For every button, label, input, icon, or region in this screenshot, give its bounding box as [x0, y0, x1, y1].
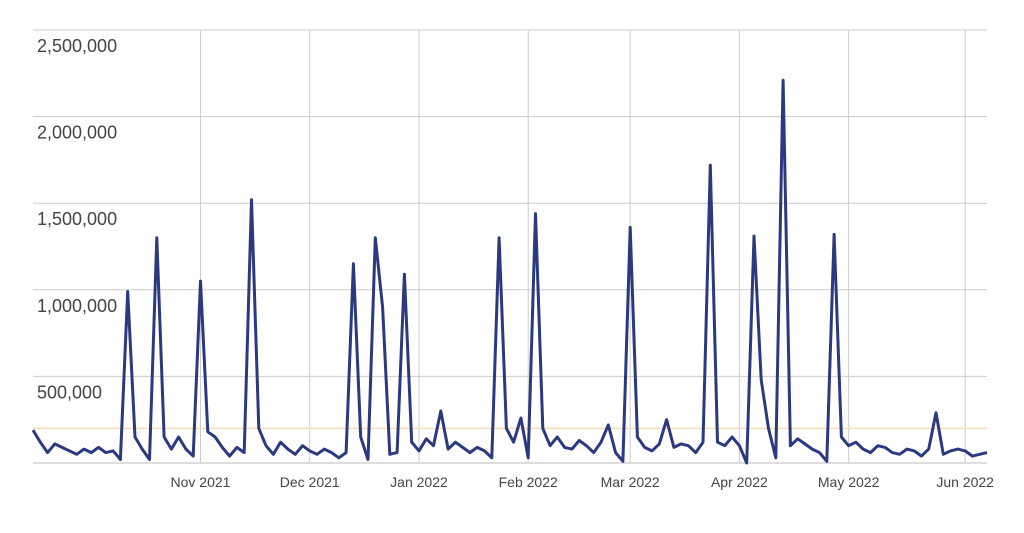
y-tick-label: 1,000,000: [37, 296, 117, 316]
x-tick-label: Dec 2021: [280, 474, 340, 490]
x-tick-label: Mar 2022: [601, 474, 660, 490]
x-tick-label: May 2022: [818, 474, 880, 490]
y-tick-label: 1,500,000: [37, 209, 117, 229]
y-tick-label: 2,500,000: [37, 36, 117, 56]
data-line: [31, 78, 988, 465]
y-tick-label: 500,000: [37, 382, 102, 402]
x-tick-label: Jan 2022: [390, 474, 448, 490]
x-tick-label: Feb 2022: [499, 474, 558, 490]
x-tick-label: Jun 2022: [936, 474, 994, 490]
x-tick-label: Nov 2021: [171, 474, 231, 490]
y-tick-label: 2,000,000: [37, 123, 117, 143]
x-tick-label: Apr 2022: [711, 474, 768, 490]
